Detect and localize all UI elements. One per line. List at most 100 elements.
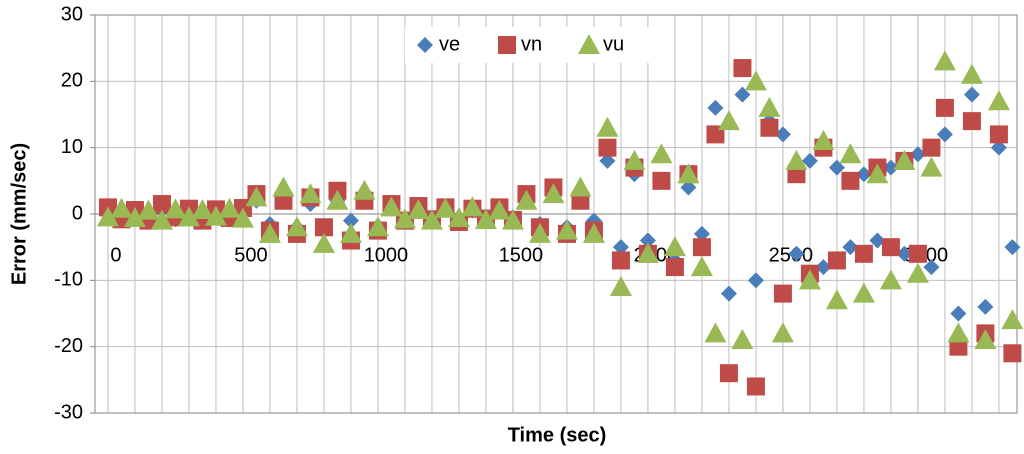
point [731,329,754,350]
point [909,146,926,163]
point [947,322,970,343]
point [285,216,308,237]
point [812,130,835,151]
point [990,139,1007,156]
point [665,258,684,277]
x-tick-label: 0 [110,244,121,266]
y-tick-label: -20 [54,335,83,357]
point [393,208,416,229]
point [882,159,899,176]
point [245,186,268,207]
point [542,183,565,204]
point [922,138,941,157]
point [258,222,281,243]
point [815,259,832,276]
legend-label: vu [603,33,624,55]
point [599,152,616,169]
y-tick-label: -30 [54,401,83,423]
point [569,176,592,197]
point [962,112,981,131]
point [839,143,862,164]
point [407,199,430,220]
point [869,232,886,249]
point [447,206,470,227]
point [623,149,646,170]
point [639,232,656,249]
point [744,70,767,91]
point [612,239,629,256]
y-tick-label: -10 [54,269,83,291]
x-tick-label: 1500 [499,244,544,266]
point [881,238,900,257]
point [852,282,875,303]
x-tick-label: 1000 [364,244,409,266]
point [936,126,953,143]
point [950,305,967,322]
point [771,322,794,343]
point [342,212,359,229]
y-axis-title: Error (mm/sec) [8,143,30,285]
x-tick-label: 500 [234,244,267,266]
point [906,262,929,283]
point [137,199,160,220]
point [650,143,673,164]
point [977,298,994,315]
point [960,63,983,84]
point [366,216,389,237]
point [611,251,630,270]
point [963,86,980,103]
point [788,245,805,262]
point [923,259,940,276]
legend-box [405,27,655,63]
point [1004,239,1021,256]
point [827,251,846,270]
point [652,171,671,190]
point [150,209,173,230]
point [920,156,943,177]
point [933,50,956,71]
point [935,98,954,117]
point [326,189,349,210]
point [420,209,443,230]
point [353,179,376,200]
y-tick-label: 0 [72,202,83,224]
point [677,163,700,184]
point [841,171,860,190]
y-tick-label: 20 [61,70,83,92]
point [746,377,765,396]
y-tick-label: 10 [61,136,83,158]
point [717,110,740,131]
point [974,329,997,350]
point [692,238,711,257]
point [461,196,484,217]
point [707,99,724,116]
point [989,125,1008,144]
point [191,199,214,220]
point [747,272,764,289]
point [488,199,511,220]
point [801,152,818,169]
point [582,222,605,243]
legend-label: ve [439,33,460,55]
point [555,219,578,240]
x-axis-title: Time (sec) [508,424,607,446]
point [231,207,254,228]
point [515,189,538,210]
point [693,225,710,242]
point [774,126,791,143]
point [299,183,322,204]
y-tick-label: 30 [61,3,83,25]
legend-marker [578,34,600,54]
point [719,364,738,383]
point [680,179,697,196]
point [773,284,792,303]
legend-label: vn [521,33,542,55]
point [123,206,146,227]
point [733,59,752,78]
point [879,269,902,290]
point [854,244,873,263]
point [501,209,524,230]
point [1001,309,1024,330]
point [798,269,821,290]
